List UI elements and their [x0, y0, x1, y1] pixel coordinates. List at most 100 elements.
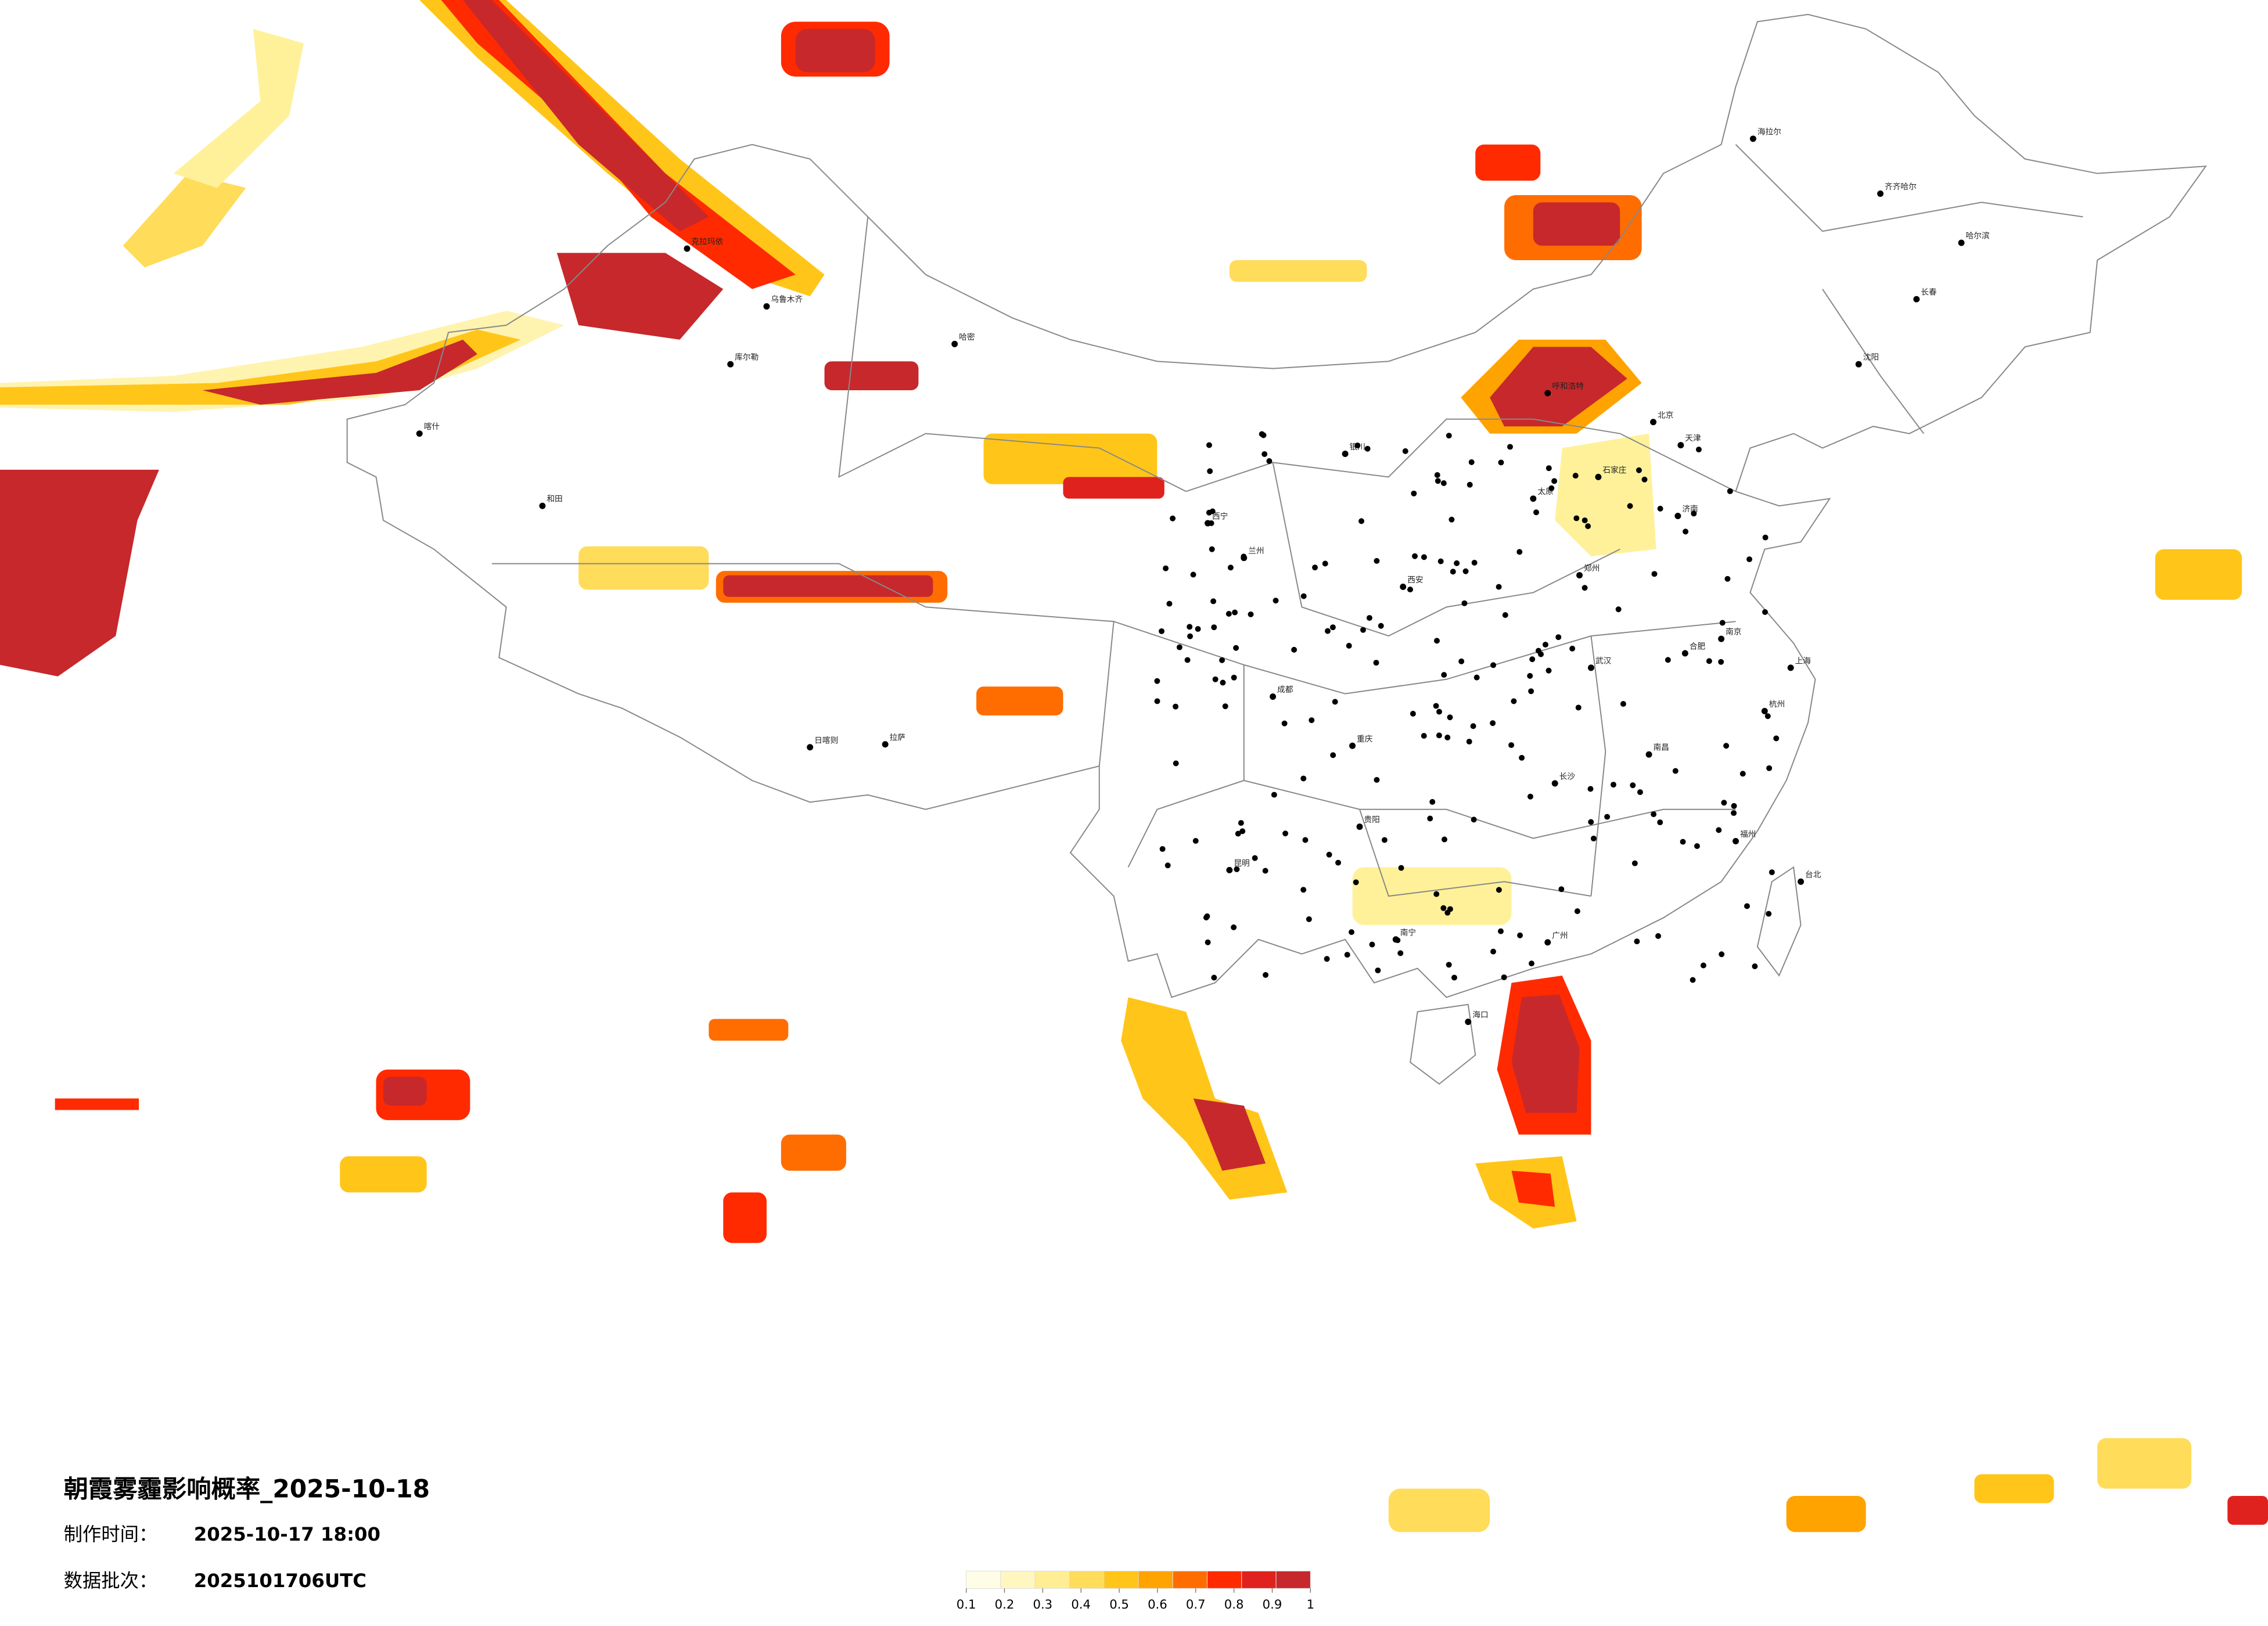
city-dot: [1766, 765, 1773, 771]
city-dot: [1451, 974, 1457, 981]
city-label: 石家庄: [1602, 465, 1626, 475]
city-dot: [1402, 448, 1408, 454]
city-dot: [1674, 513, 1681, 520]
city-dot: [1398, 865, 1404, 871]
city-label: 喀什: [424, 422, 440, 431]
city-dot: [1187, 624, 1193, 630]
city-dot: [1634, 938, 1640, 945]
city-dot: [1263, 972, 1269, 978]
city-dot: [1184, 657, 1191, 663]
city-dot: [1322, 560, 1328, 567]
city-dot: [1342, 451, 1349, 457]
city-label: 成都: [1277, 685, 1293, 695]
city-dot: [1769, 869, 1775, 876]
city-dot: [1211, 624, 1217, 631]
city-dot: [1752, 963, 1758, 969]
city-dot: [1437, 558, 1444, 564]
city-dot: [1471, 560, 1478, 566]
city-dot: [1650, 419, 1657, 426]
city-label: 日喀则: [814, 736, 838, 745]
legend-tick-label: 0.9: [1263, 1597, 1282, 1611]
city-dot: [1470, 723, 1476, 729]
city-dot: [1627, 503, 1633, 509]
city-dot: [1766, 911, 1772, 917]
city-dot: [1238, 820, 1244, 826]
city-dot: [1585, 523, 1591, 530]
city-dot: [1467, 481, 1473, 488]
city-dot: [1719, 951, 1725, 958]
legend-tick-label: 0.7: [1186, 1597, 1206, 1611]
city-dot: [1447, 714, 1453, 721]
city-dot: [1190, 571, 1196, 578]
city-dot: [1442, 836, 1447, 843]
city-dot: [1516, 549, 1523, 555]
city-label: 海口: [1472, 1010, 1488, 1020]
city-dot: [1545, 667, 1552, 674]
city-dot: [1360, 627, 1366, 633]
legend-swatch: [1104, 1570, 1139, 1589]
city-dot: [1641, 476, 1648, 483]
city-dot: [1582, 517, 1588, 524]
city-dot: [1324, 628, 1331, 634]
city-dot: [1454, 560, 1460, 566]
legend-swatch: [1207, 1570, 1242, 1589]
city-label: 兰州: [1248, 546, 1264, 556]
city-dot: [684, 245, 691, 252]
city-dot: [1529, 656, 1536, 663]
city-dot: [1655, 933, 1662, 939]
city-dot: [1302, 837, 1309, 843]
city-dot: [1166, 600, 1173, 607]
city-dot: [1410, 710, 1416, 717]
legend-tick-label: 0.1: [957, 1597, 976, 1611]
city-dot: [1222, 703, 1228, 710]
city-dot: [1519, 754, 1525, 761]
legend: 0.1 0.2 0.3 0.4 0.5 0.6 0.7 0.8 0.9 1: [957, 1570, 1314, 1611]
city-dot: [1473, 674, 1480, 681]
city-dot: [1681, 650, 1688, 657]
city-dot: [1588, 819, 1594, 825]
city-dot: [1677, 442, 1684, 449]
city-dot: [1411, 490, 1417, 497]
city-dot: [1731, 803, 1737, 809]
city-dot: [1440, 480, 1447, 486]
city-dot: [1450, 569, 1456, 575]
city-dot: [1353, 879, 1359, 886]
city-dot: [1651, 571, 1658, 577]
city-dot: [1326, 851, 1332, 858]
city-dot: [1446, 962, 1452, 968]
legend-tick-label: 0.8: [1224, 1597, 1244, 1611]
city-dot: [1700, 962, 1706, 969]
city-dot: [1468, 459, 1475, 465]
city-dot: [1535, 647, 1541, 654]
made-time: 2025-10-17 18:00: [194, 1523, 380, 1545]
city-label: 福州: [1740, 830, 1756, 839]
city-label: 南宁: [1400, 927, 1416, 937]
city-label: 呼和浩特: [1552, 382, 1584, 391]
city-dot: [1208, 520, 1214, 526]
legend-swatch: [1275, 1570, 1311, 1589]
city-dot: [1433, 703, 1439, 709]
city-dot: [1436, 732, 1442, 739]
city-dot: [1630, 782, 1636, 789]
city-dot: [1764, 713, 1771, 720]
city-dot: [1657, 819, 1663, 826]
city-dot: [1212, 676, 1219, 682]
city-dot: [1330, 752, 1336, 758]
city-dot: [1412, 553, 1418, 559]
city-dot: [1691, 510, 1697, 517]
city-label: 台北: [1805, 870, 1821, 880]
city-dot: [1381, 837, 1388, 843]
city-dot: [1260, 432, 1267, 438]
city-dot: [1719, 620, 1726, 626]
city-dot: [1695, 447, 1702, 453]
city-dot: [1261, 451, 1268, 458]
city-label: 重庆: [1357, 735, 1373, 744]
city-dot: [416, 430, 423, 437]
city-dot: [1508, 742, 1515, 749]
city-dot: [1573, 515, 1580, 521]
borders: [346, 13, 2207, 1085]
city-dot: [1173, 703, 1179, 710]
city-dot: [882, 741, 889, 748]
city-dot: [1527, 672, 1533, 679]
city-dot: [1615, 606, 1622, 613]
